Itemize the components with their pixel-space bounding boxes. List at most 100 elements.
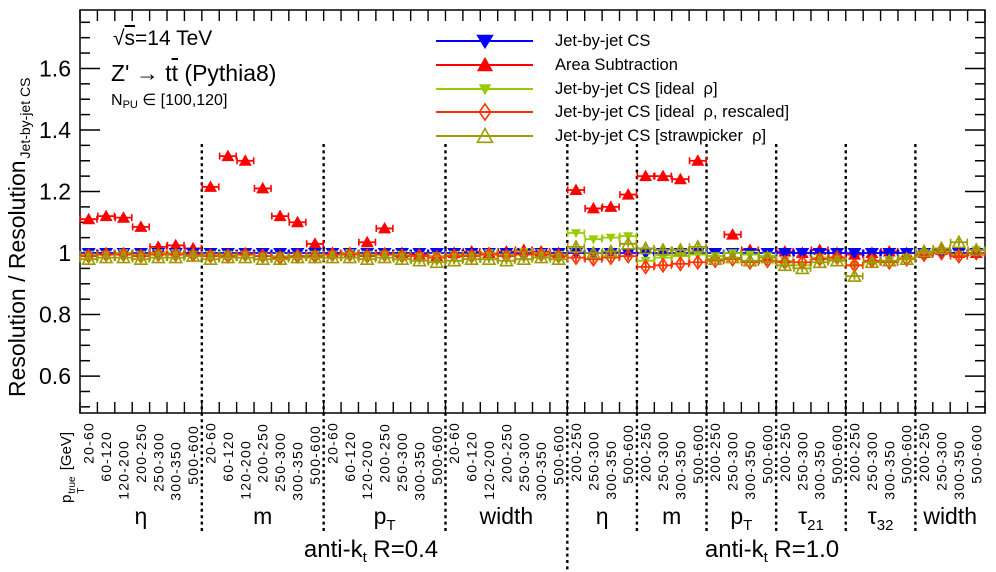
- observable-label: η: [135, 503, 148, 529]
- annotation-pileup: NPU ∈ [100,120]: [111, 90, 228, 111]
- bin-label: 250-300: [394, 432, 410, 492]
- bin-label: 20-60: [203, 422, 219, 464]
- annotation-pileup-sub: PU: [122, 99, 138, 111]
- bin-label: 300-350: [672, 440, 688, 500]
- y-axis-title-main: Resolution / Resolution: [4, 160, 30, 397]
- observable-label: τ32: [868, 503, 894, 534]
- bin-label: 500-600: [899, 424, 915, 484]
- observable-label: width: [479, 503, 534, 529]
- bin-label: 500-600: [185, 425, 201, 485]
- bin-label: 200-250: [568, 422, 584, 482]
- legend-item-area: Area Subtraction: [436, 55, 678, 75]
- algo-label-part: t: [763, 549, 768, 566]
- annotation-process-pre: Z' → t: [111, 60, 172, 86]
- observable-label: width: [922, 503, 977, 529]
- legend-item-straw: Jet-by-jet CS [strawpicker ρ]: [436, 126, 766, 146]
- bin-label: 250-300: [585, 431, 601, 491]
- bin-label: 120-200: [359, 440, 375, 500]
- bin-label: 200-250: [916, 422, 932, 482]
- bin-label: 200-250: [638, 422, 654, 482]
- bin-label: 250-300: [794, 431, 810, 491]
- legend-item-rescaled: Jet-by-jet CS [ideal ρ, rescaled]: [436, 102, 789, 122]
- bin-label: 500-600: [551, 425, 567, 485]
- legend-label: Jet-by-jet CS: [555, 32, 651, 50]
- y-tick-label: 0.8: [39, 302, 71, 328]
- bin-label: 250-300: [655, 431, 671, 491]
- annotation-process: Z' → tt (Pythia8): [111, 60, 276, 87]
- algo-label-part: anti-k: [303, 536, 363, 563]
- legend-item-ideal: Jet-by-jet CS [ideal ρ]: [436, 79, 718, 99]
- bin-label: 500-600: [829, 424, 845, 484]
- bin-label: 300-350: [168, 441, 184, 501]
- bin-label: 200-250: [707, 422, 723, 482]
- bin-label: 300-350: [603, 440, 619, 500]
- legend-marker-triangle-up-filled: [436, 56, 533, 72]
- series-straw: [79, 234, 986, 282]
- bin-label: 120-200: [116, 440, 132, 500]
- x-axis-title-p: p: [58, 494, 75, 503]
- annotation-energy-rest: =14 TeV: [135, 27, 213, 50]
- bin-label: 250-300: [516, 432, 532, 492]
- bin-label: 20-60: [81, 422, 97, 464]
- bin-label: 200-250: [133, 423, 149, 483]
- bin-label: 500-600: [760, 424, 776, 484]
- bin-label: 500-600: [690, 424, 706, 484]
- y-axis-title: Resolution / ResolutionJet-by-jet CS: [4, 77, 33, 397]
- legend-marker-triangle-up-open: [436, 126, 533, 144]
- observable-label: pT: [374, 503, 396, 534]
- algo-label-r10: anti-kt R=1.0: [704, 536, 840, 566]
- algo-label-part: anti-k: [704, 536, 764, 563]
- bin-label: 300-350: [742, 440, 758, 500]
- bin-label: 200-250: [777, 422, 793, 482]
- series-area: [79, 149, 986, 262]
- bin-label: 300-350: [290, 441, 306, 501]
- observable-label: η: [596, 503, 609, 529]
- annotation-process-post: (Pythia8): [178, 60, 277, 86]
- algo-label-part: R=0.4: [366, 536, 439, 563]
- observable-label: pT: [730, 503, 752, 534]
- bin-label: 60-120: [342, 431, 358, 482]
- bin-label: 300-350: [881, 440, 897, 500]
- x-axis-title: p true T [GeV]: [58, 431, 87, 503]
- bin-label: 500-600: [307, 425, 323, 485]
- bin-label: 300-350: [812, 440, 828, 500]
- y-axis-title-sub: Jet-by-jet CS: [17, 77, 33, 159]
- algo-label-part: R=1.0: [767, 536, 840, 563]
- annotation-energy-s: s: [124, 27, 136, 50]
- legend: Jet-by-jet CS Area Subtraction Jet-by-jet …: [436, 0, 996, 150]
- bin-label: 120-200: [237, 440, 253, 500]
- bin-label: 200-250: [255, 423, 271, 483]
- legend-marker-triangle-down-filled-small: [436, 83, 533, 95]
- bin-label: 60-120: [464, 431, 480, 482]
- bin-label: 250-300: [150, 432, 166, 492]
- legend-marker-diamond-open: [436, 102, 533, 122]
- y-tick-label: 0.6: [39, 363, 71, 389]
- annotation-pileup-rest: ∈ [100,120]: [137, 92, 228, 109]
- observable-label: τ21: [798, 503, 824, 534]
- y-tick-label: 1: [58, 240, 71, 266]
- radical-sign: √: [113, 27, 125, 50]
- bin-label: 300-350: [951, 440, 967, 500]
- bin-label: 250-300: [864, 431, 880, 491]
- observable-label: m: [253, 503, 272, 529]
- annotation-pileup-base: N: [111, 92, 123, 109]
- group-separators: [200, 144, 917, 572]
- y-tick-label: 1.4: [39, 117, 71, 143]
- bin-label: 120-200: [481, 440, 497, 500]
- x-axis-title-sub: T: [76, 487, 87, 494]
- legend-label: Jet-by-jet CS [strawpicker ρ]: [555, 127, 767, 145]
- bin-label: 200-250: [377, 423, 393, 483]
- algo-label-r04: anti-kt R=0.4: [303, 536, 439, 566]
- bin-label: 20-60: [446, 422, 462, 464]
- legend-label: Jet-by-jet CS [ideal ρ, rescaled]: [555, 103, 790, 122]
- bin-label: 250-300: [725, 431, 741, 491]
- observable-label: m: [662, 503, 681, 529]
- bin-label: 250-300: [934, 431, 950, 491]
- bin-label: 500-600: [429, 425, 445, 485]
- legend-label: Area Subtraction: [555, 55, 678, 74]
- x-axis-title-unit: [GeV]: [58, 431, 75, 475]
- bin-label: 60-120: [220, 431, 236, 482]
- legend-label: Jet-by-jet CS [ideal ρ]: [555, 79, 718, 98]
